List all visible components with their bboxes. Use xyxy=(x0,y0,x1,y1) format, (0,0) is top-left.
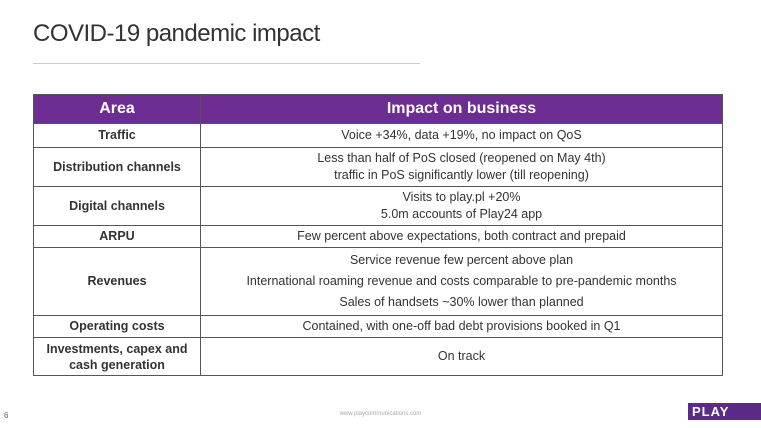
impact-line: Voice +34%, data +19%, no impact on QoS xyxy=(341,128,582,142)
table-row: Digital channels Visits to play.pl +20% 5.… xyxy=(33,186,723,226)
impact-line: Service revenue few percent above plan xyxy=(349,253,574,267)
impact-line: Few percent above expectations, both con… xyxy=(297,229,626,243)
impact-line: traffic in PoS significantly lower (till… xyxy=(334,168,589,182)
table-row: ARPU Few percent above expectations, both… xyxy=(33,225,723,248)
impact-table: Area Impact on business Traffic Voice +34… xyxy=(33,94,723,376)
table-row: Operating costs Contained, with one-off b… xyxy=(33,315,723,338)
page-title: COVID-19 pandemic impact xyxy=(33,20,320,47)
impact-line: 5.0m accounts of Play24 app xyxy=(380,207,543,221)
table-row: Distribution channels Less than half of P… xyxy=(33,147,723,187)
area-cell: Investments, capex and cash generation xyxy=(33,337,201,376)
impact-cell: On track xyxy=(200,337,723,376)
area-cell: ARPU xyxy=(33,225,201,248)
impact-cell: Less than half of PoS closed (reopened o… xyxy=(200,147,723,187)
area-cell: Distribution channels xyxy=(33,147,201,187)
impact-cell: Contained, with one-off bad debt provisi… xyxy=(200,315,723,338)
area-cell: Traffic xyxy=(33,123,201,148)
area-cell: Digital channels xyxy=(33,186,201,226)
header-impact: Impact on business xyxy=(200,94,723,124)
impact-cell: Few percent above expectations, both con… xyxy=(200,225,723,248)
impact-line: Less than half of PoS closed (reopened o… xyxy=(317,151,606,165)
impact-line: Contained, with one-off bad debt provisi… xyxy=(302,319,621,333)
impact-line: Sales of handsets ~30% lower than planne… xyxy=(339,295,584,309)
header-area: Area xyxy=(33,94,201,124)
impact-line: Visits to play.pl +20% xyxy=(402,190,521,204)
table-row: Traffic Voice +34%, data +19%, no impact … xyxy=(33,123,723,148)
area-cell: Revenues xyxy=(33,247,201,316)
area-cell: Operating costs xyxy=(33,315,201,338)
footer-url: www.playcommunications.com xyxy=(339,411,422,417)
table-row: Investments, capex and cash generation On… xyxy=(33,337,723,376)
title-divider xyxy=(33,63,420,64)
impact-line: International roaming revenue and costs … xyxy=(246,274,677,288)
impact-cell: Service revenue few percent above plan In… xyxy=(200,247,723,316)
impact-cell: Voice +34%, data +19%, no impact on QoS xyxy=(200,123,723,148)
play-logo: PLAY xyxy=(688,403,761,420)
impact-line: On track xyxy=(437,349,486,363)
page-number: 6 xyxy=(4,411,9,420)
table-row: Revenues Service revenue few percent abov… xyxy=(33,247,723,316)
impact-cell: Visits to play.pl +20% 5.0m accounts of P… xyxy=(200,186,723,226)
